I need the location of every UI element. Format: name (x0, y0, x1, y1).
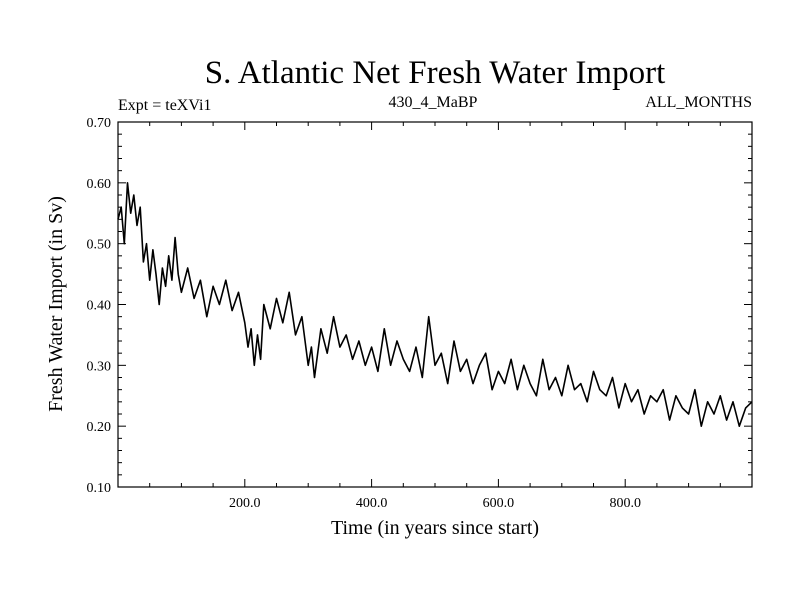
chart-title: S. Atlantic Net Fresh Water Import (205, 55, 666, 91)
y-axis-label: Fresh Water Import (in Sv) (45, 196, 67, 412)
series-line (117, 182, 753, 427)
plot-frame (117, 121, 753, 488)
y-tick-label: 0.40 (87, 299, 112, 314)
y-tick-label: 0.50 (87, 238, 112, 253)
minor-ticks (118, 122, 752, 487)
x-tick-label: 200.0 (229, 496, 261, 511)
y-tick-label: 0.30 (87, 359, 112, 374)
y-axis: 0.10 0.20 0.30 0.40 0.50 0.60 0.70 (87, 116, 752, 496)
x-axis: 200.0 400.0 600.0 800.0 (229, 122, 641, 511)
x-axis-label: Time (in years since start) (331, 517, 539, 539)
x-tick-label: 600.0 (483, 496, 515, 511)
y-tick-label: 0.20 (87, 420, 112, 435)
y-tick-label: 0.10 (87, 481, 112, 496)
y-tick-label: 0.60 (87, 177, 112, 192)
x-tick-label: 400.0 (356, 496, 388, 511)
x-tick-label: 800.0 (609, 496, 641, 511)
chart-subtitle-left: Expt = teXVi1 (118, 97, 211, 114)
chart-subtitle-right: ALL_MONTHS (645, 94, 752, 111)
y-tick-label: 0.70 (87, 116, 112, 131)
chart-subtitle-center: 430_4_MaBP (389, 94, 478, 111)
